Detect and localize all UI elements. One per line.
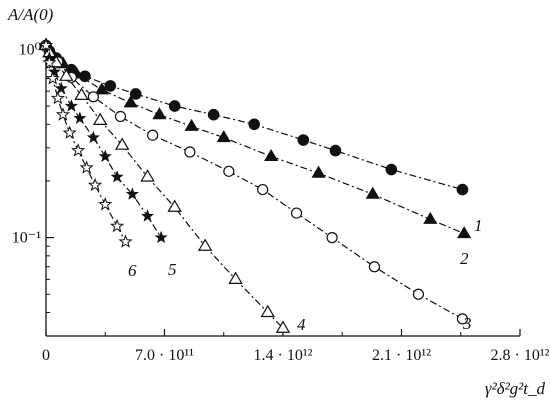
series-4-point bbox=[197, 238, 213, 251]
y-axis-label: A/A(0) bbox=[7, 5, 54, 24]
series-1-label: 1 bbox=[474, 216, 483, 235]
x-tick-label: 2.8 · 10¹² bbox=[491, 347, 550, 364]
series-2-point bbox=[457, 226, 472, 239]
y-tick-label: 10⁻¹ bbox=[12, 230, 41, 247]
series-3-point bbox=[147, 129, 159, 141]
series-2-point bbox=[123, 95, 138, 108]
series-3-point bbox=[326, 232, 338, 244]
data-marks bbox=[38, 37, 472, 333]
y-tick-label: 10⁰ bbox=[19, 41, 41, 58]
series-3-point bbox=[368, 261, 381, 273]
series-1-point bbox=[248, 118, 261, 131]
series-6-point bbox=[110, 218, 125, 233]
series-2-point bbox=[423, 211, 438, 224]
series-1-fit-line bbox=[45, 45, 463, 191]
series-3-point bbox=[223, 165, 235, 177]
series-6-label: 6 bbox=[128, 261, 137, 280]
text-labels: 0 7.0 · 10¹¹ 1.4 · 10¹² 2.1 · 10¹² 2.8 · 10¹… bbox=[7, 5, 550, 398]
x-tick-label: 1.4 · 10¹² bbox=[254, 347, 313, 364]
series-4-point bbox=[228, 271, 243, 284]
series-6-point bbox=[38, 37, 54, 52]
series-6-point bbox=[42, 55, 57, 69]
series-4-label: 4 bbox=[297, 315, 306, 334]
series-1-point bbox=[297, 134, 310, 146]
series-6-point bbox=[98, 197, 113, 211]
series-5-point bbox=[110, 170, 124, 183]
series-3-point bbox=[184, 146, 196, 158]
series-2-fit-line bbox=[45, 45, 465, 235]
series-1-point bbox=[129, 88, 142, 100]
series-4-point bbox=[114, 137, 130, 150]
series-2-point bbox=[94, 82, 109, 95]
series-4-point bbox=[260, 304, 275, 318]
series-2-point bbox=[264, 148, 279, 161]
x-axis-label: γ²δ²g²t_d bbox=[485, 379, 546, 398]
series-3-point bbox=[290, 207, 303, 219]
series-5-point bbox=[141, 209, 155, 222]
series-3-point bbox=[412, 288, 425, 300]
series-6-point bbox=[118, 234, 133, 248]
series-6-point bbox=[62, 125, 77, 139]
series-6-point bbox=[50, 90, 65, 105]
series-5-point bbox=[54, 81, 68, 95]
x-tick-label: 2.1 · 10¹² bbox=[372, 347, 431, 364]
series-5-point bbox=[86, 130, 100, 144]
series-3-point bbox=[114, 110, 127, 123]
series-6-point bbox=[79, 160, 94, 174]
series-3-label: 3 bbox=[462, 314, 472, 333]
series-6-point bbox=[45, 71, 60, 85]
series-4-point bbox=[59, 68, 74, 81]
axes bbox=[45, 38, 521, 337]
series-5-point bbox=[154, 230, 168, 244]
series-1-point bbox=[329, 144, 342, 157]
series-5-point bbox=[47, 64, 61, 78]
series-1-point bbox=[168, 100, 181, 112]
series-6-point bbox=[71, 143, 86, 157]
series-3-point bbox=[87, 91, 100, 103]
series-1-point bbox=[456, 183, 469, 196]
series-1-point bbox=[385, 163, 398, 176]
series-4-point bbox=[92, 112, 108, 125]
series-5-point bbox=[73, 111, 87, 124]
series-3-point bbox=[257, 183, 269, 196]
series-4-point bbox=[74, 87, 89, 100]
series-4-point bbox=[167, 199, 182, 212]
series-5-point bbox=[98, 149, 112, 162]
series-2-point bbox=[152, 107, 167, 120]
x-tick-label: 7.0 · 10¹¹ bbox=[135, 347, 194, 364]
series-2-point bbox=[184, 118, 199, 131]
series-5-label: 5 bbox=[168, 260, 177, 279]
series-2-point bbox=[365, 186, 380, 199]
x-tick-label: 0 bbox=[42, 347, 50, 364]
series-2-point bbox=[311, 165, 326, 178]
series-6-point bbox=[88, 177, 103, 192]
series-1-point bbox=[207, 108, 220, 121]
series-2-point bbox=[216, 130, 231, 143]
series-6-point bbox=[55, 107, 70, 121]
series-3-point bbox=[456, 313, 469, 325]
series-5-point bbox=[64, 99, 78, 112]
series-5-point bbox=[125, 187, 139, 200]
series-4-point bbox=[275, 320, 291, 333]
series-1-point bbox=[104, 80, 117, 92]
series-2-label: 2 bbox=[460, 249, 469, 268]
series-4-point bbox=[140, 169, 155, 182]
